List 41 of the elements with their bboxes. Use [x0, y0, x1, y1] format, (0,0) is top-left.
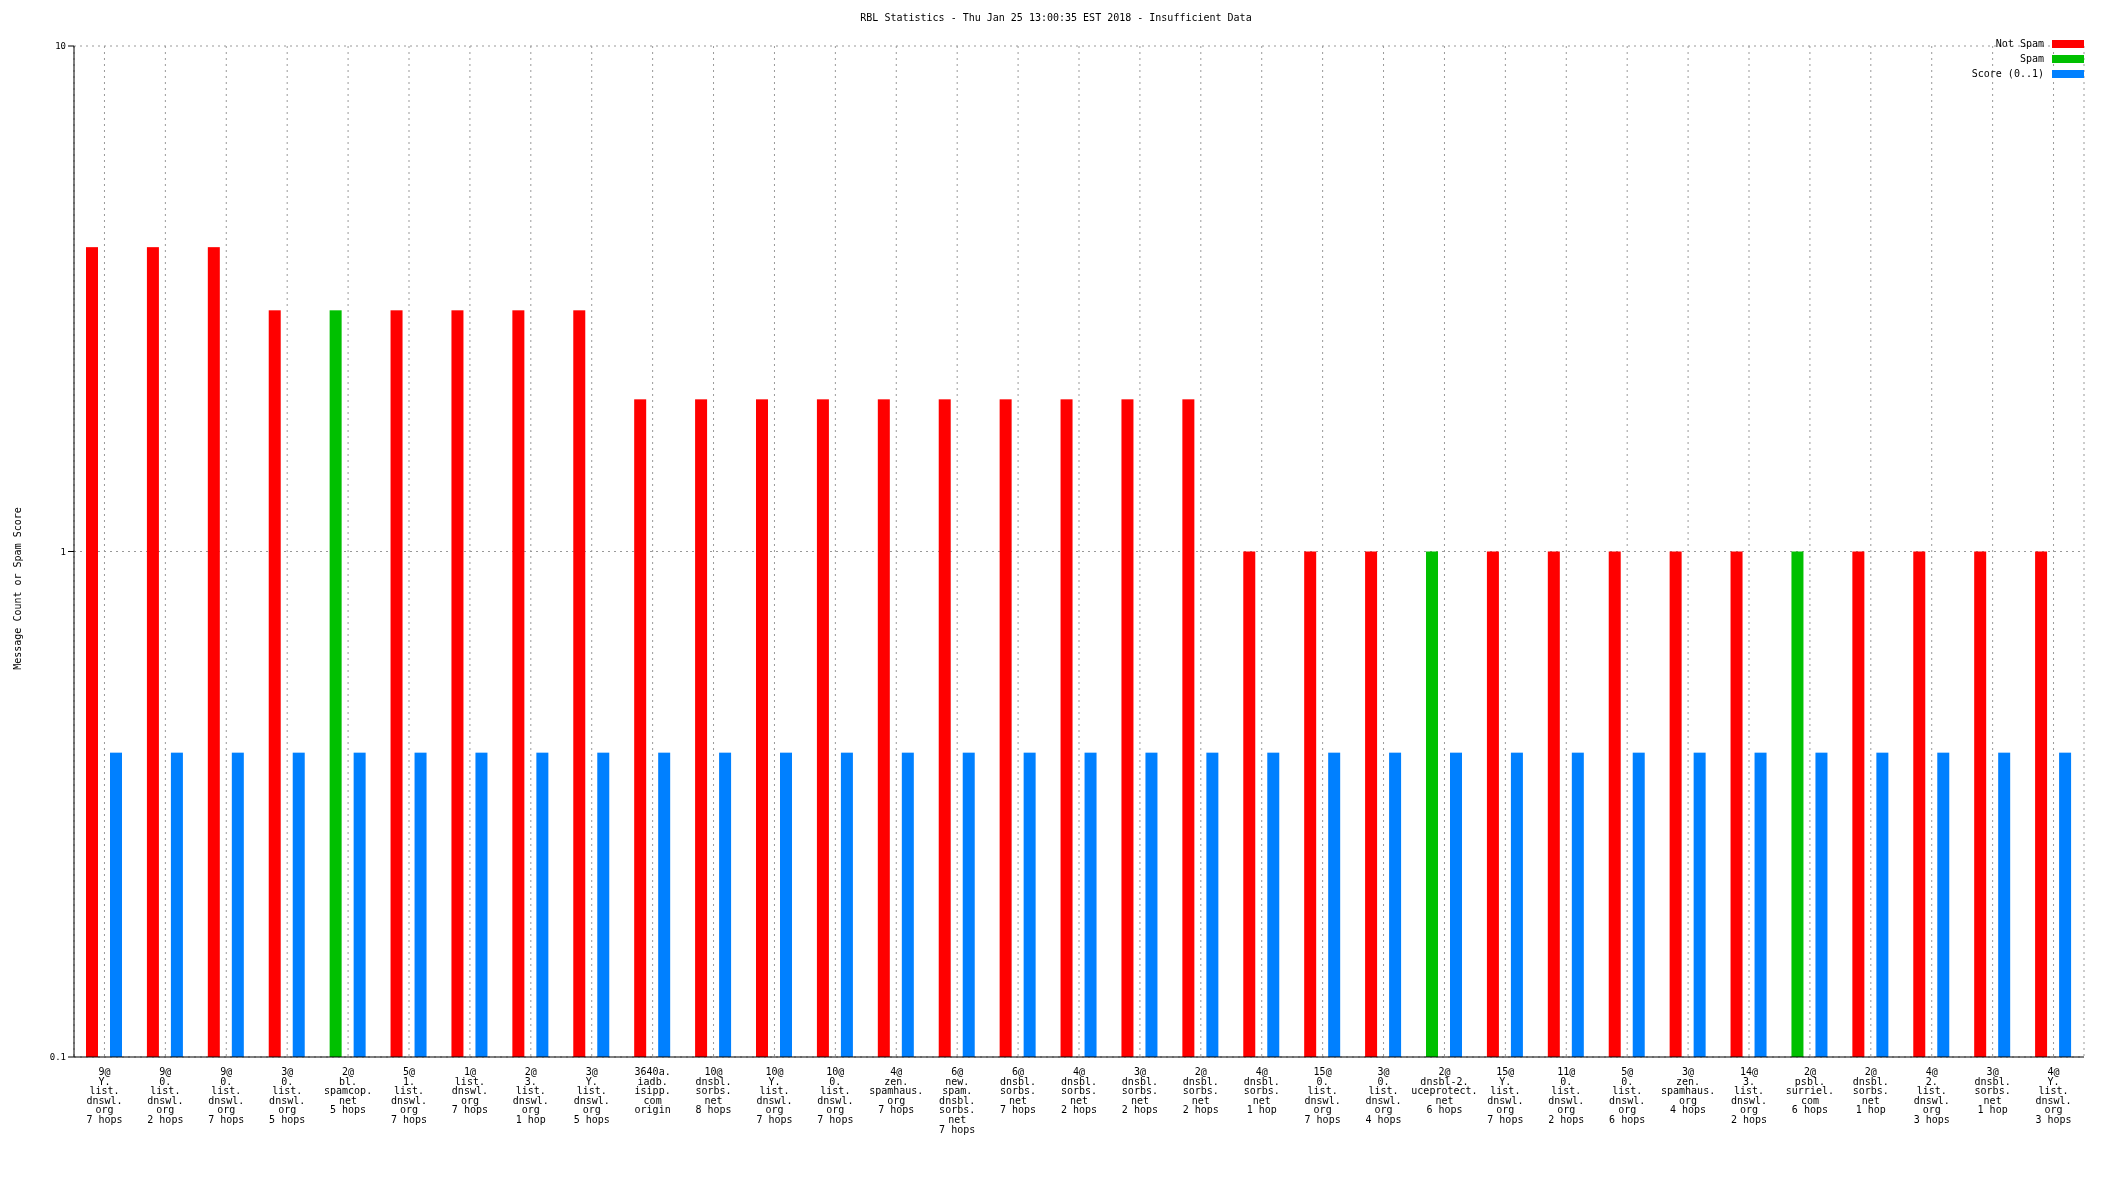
x-tick-label: 2@ dnsbl. sorbs. net 2 hops: [1182, 1066, 1219, 1116]
y-tick-label: 0.1: [49, 1052, 66, 1063]
x-tick-label: 9@ 0. list. dnswl. org 7 hops: [208, 1066, 245, 1125]
chart-title: RBL Statistics - Thu Jan 25 13:00:35 EST 2018 - Insufficient Data: [859, 12, 1253, 23]
legend-label: Not Spam: [1995, 38, 2044, 49]
x-tick-label: 4@ Y. list. dnswl. org 3 hops: [2035, 1066, 2072, 1125]
x-tick-label: 3@ zen. spamhaus. org 4 hops: [1661, 1066, 1716, 1116]
y-tick-label: 1: [60, 546, 66, 557]
x-tick-label: 6@ new. spam. dnsbl. sorbs. net 7 hops: [939, 1066, 976, 1135]
x-tick-label: 3@ dnsbl. sorbs. net 1 hop: [1974, 1066, 2011, 1116]
x-tick-label: 3@ Y. list. dnswl. org 5 hops: [573, 1066, 610, 1125]
x-tick-label: 15@ 0. list. dnswl. org 7 hops: [1304, 1066, 1341, 1125]
x-tick-label: 1@ list. dnswl. org 7 hops: [451, 1066, 488, 1116]
x-tick-label: 9@ Y. list. dnswl. org 7 hops: [86, 1066, 123, 1125]
x-tick-label: 3@ 0. list. dnswl. org 4 hops: [1365, 1066, 1402, 1125]
x-tick-label: 3@ 0. list. dnswl. org 5 hops: [269, 1066, 306, 1125]
legend-label: Score (0..1): [1971, 68, 2044, 79]
y-tick-label: 10: [55, 41, 66, 52]
x-tick-label: 2@ dnsbl-2. uceprotect. net 6 hops: [1411, 1066, 1478, 1116]
x-tick-label: 3@ dnsbl. sorbs. net 2 hops: [1121, 1066, 1158, 1116]
x-tick-label: 4@ 2. list. dnswl. org 3 hops: [1913, 1066, 1950, 1125]
x-tick-label: 3640a. iadb. isipp. com origin: [634, 1066, 671, 1116]
x-tick-label: 5@ 0. list. dnswl. org 6 hops: [1609, 1066, 1646, 1125]
x-tick-label: 14@ 3. list. dnswl. org 2 hops: [1730, 1066, 1768, 1125]
x-tick-label: 4@ dnsbl. sorbs. net 1 hop: [1243, 1066, 1280, 1116]
x-tick-label: 2@ psbl. surriel. com 6 hops: [1785, 1066, 1834, 1116]
x-tick-label: 11@ 0. list. dnswl. org 2 hops: [1548, 1066, 1585, 1125]
x-tick-label: 2@ dnsbl. sorbs. net 1 hop: [1852, 1066, 1889, 1116]
legend-label: Spam: [2019, 53, 2044, 64]
x-tick-label: 6@ dnsbl. sorbs. net 7 hops: [1000, 1066, 1037, 1116]
x-tick-label: 10@ dnsbl. sorbs. net 8 hops: [695, 1066, 732, 1116]
x-tick-label: 9@ 0. list. dnswl. org 2 hops: [147, 1066, 184, 1125]
x-tick-label: 5@ 1. list. dnswl. org 7 hops: [390, 1066, 428, 1125]
x-tick-label: 15@ Y. list. dnswl. org 7 hops: [1487, 1066, 1524, 1125]
x-tick-label: 4@ zen. spamhaus. org 7 hops: [869, 1066, 924, 1116]
x-tick-label: 4@ dnsbl. sorbs. net 2 hops: [1060, 1066, 1098, 1116]
x-tick-label: 2@ 3. list. dnswl. org 1 hop: [512, 1066, 549, 1125]
x-tick-label: 2@ bl. spamcop. net 5 hops: [324, 1066, 373, 1116]
x-tick-label: 10@ 0. list. dnswl. org 7 hops: [817, 1066, 854, 1125]
y-axis-title: Message Count or Spam Score: [11, 506, 23, 670]
x-tick-label: 10@ Y. list. dnswl. org 7 hops: [756, 1066, 793, 1125]
